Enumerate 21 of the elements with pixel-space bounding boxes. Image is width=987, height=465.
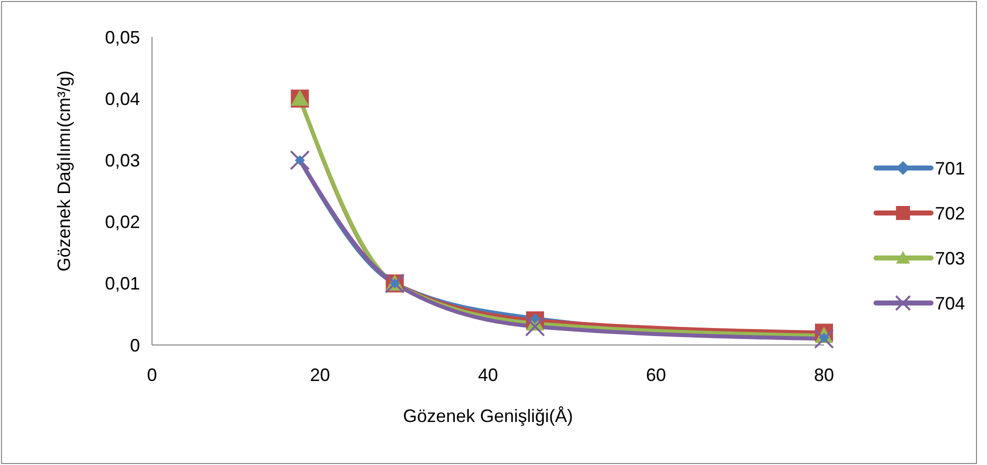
legend-label: 704 xyxy=(935,293,966,314)
y-tick-label: 0,01 xyxy=(104,274,140,294)
y-tick-label: 0 xyxy=(130,335,140,356)
point xyxy=(525,316,546,337)
x-tick-label: 0 xyxy=(146,365,158,385)
point xyxy=(814,328,834,349)
x-tick-label: 40 xyxy=(478,365,498,385)
legend-label: 703 xyxy=(935,248,966,268)
legend-label: 701 xyxy=(935,158,966,178)
y-tick-label: 0,03 xyxy=(104,150,140,170)
y-tick-label: 0,04 xyxy=(104,88,140,109)
x-axis-title: Gözenek Genişliği(Å) xyxy=(402,406,574,426)
y-axis-title: Gözenek Dağılımı(cm³/g) xyxy=(54,70,74,272)
y-tick-label: 0,02 xyxy=(104,212,140,232)
point xyxy=(294,155,305,166)
x-tick-label: 20 xyxy=(310,365,330,385)
legend-label: 702 xyxy=(935,203,966,224)
x-tick-label: 80 xyxy=(814,365,834,385)
point xyxy=(290,150,310,170)
y-tick-label: 0,05 xyxy=(104,27,140,48)
x-tick-label: 60 xyxy=(646,365,666,385)
